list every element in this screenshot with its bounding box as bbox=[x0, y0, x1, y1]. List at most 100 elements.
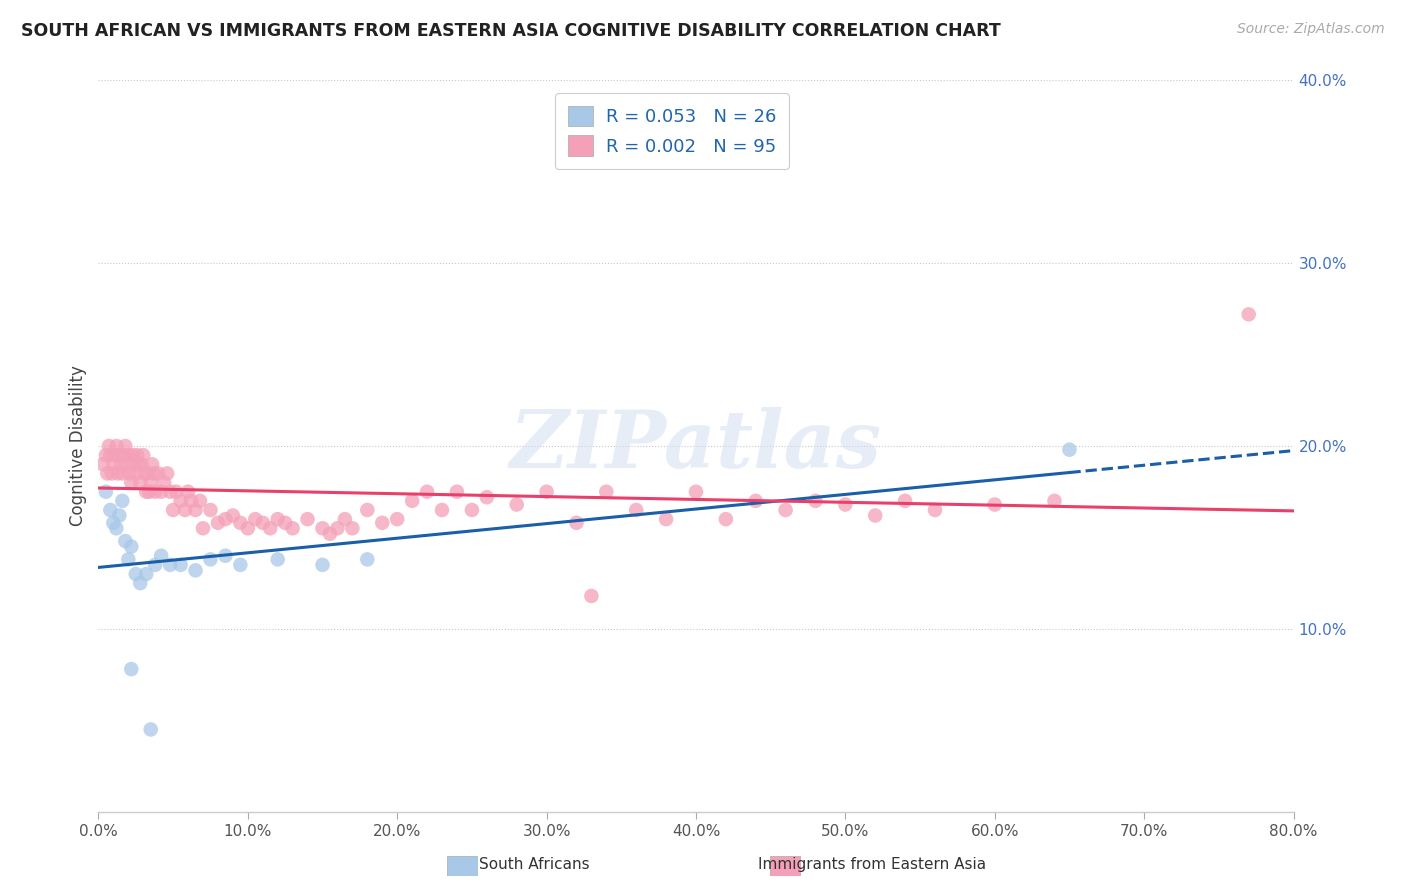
Point bbox=[159, 558, 181, 572]
Point bbox=[150, 549, 173, 563]
Point bbox=[281, 521, 304, 535]
Point bbox=[342, 521, 364, 535]
Point bbox=[107, 467, 129, 481]
Point bbox=[214, 549, 236, 563]
Point bbox=[430, 503, 453, 517]
Point bbox=[139, 723, 162, 737]
Point bbox=[148, 467, 170, 481]
Point bbox=[506, 498, 529, 512]
Point bbox=[385, 512, 409, 526]
Point bbox=[101, 467, 124, 481]
Point bbox=[111, 467, 134, 481]
Point bbox=[714, 512, 737, 526]
Point bbox=[475, 490, 498, 504]
Point bbox=[1237, 307, 1260, 321]
Point bbox=[1043, 494, 1066, 508]
Point bbox=[136, 467, 159, 481]
Point bbox=[581, 589, 603, 603]
Point bbox=[135, 484, 157, 499]
Point bbox=[191, 521, 214, 535]
Point bbox=[267, 552, 290, 566]
Point bbox=[108, 448, 131, 462]
Point bbox=[138, 484, 160, 499]
Point bbox=[142, 467, 165, 481]
Point bbox=[184, 503, 207, 517]
Point bbox=[104, 448, 127, 462]
Point bbox=[685, 484, 707, 499]
Point bbox=[153, 475, 176, 490]
Point bbox=[91, 457, 114, 471]
Point bbox=[245, 512, 267, 526]
Text: South Africans: South Africans bbox=[479, 857, 589, 872]
Point bbox=[110, 457, 132, 471]
Point bbox=[143, 484, 166, 499]
Point bbox=[108, 508, 131, 523]
Point bbox=[188, 494, 211, 508]
Point bbox=[96, 467, 118, 481]
Point bbox=[177, 484, 200, 499]
Point bbox=[311, 521, 333, 535]
Text: ZIPatlas: ZIPatlas bbox=[510, 408, 882, 484]
Point bbox=[371, 516, 394, 530]
Point bbox=[129, 475, 152, 490]
Text: Immigrants from Eastern Asia: Immigrants from Eastern Asia bbox=[758, 857, 986, 872]
Point bbox=[214, 512, 236, 526]
Point bbox=[207, 516, 229, 530]
Text: Source: ZipAtlas.com: Source: ZipAtlas.com bbox=[1237, 22, 1385, 37]
Point bbox=[98, 503, 122, 517]
Point bbox=[156, 467, 179, 481]
Point bbox=[775, 503, 797, 517]
Point bbox=[595, 484, 617, 499]
Point bbox=[401, 494, 423, 508]
Point bbox=[120, 475, 142, 490]
Text: SOUTH AFRICAN VS IMMIGRANTS FROM EASTERN ASIA COGNITIVE DISABILITY CORRELATION C: SOUTH AFRICAN VS IMMIGRANTS FROM EASTERN… bbox=[21, 22, 1001, 40]
Point bbox=[127, 448, 149, 462]
Point bbox=[112, 448, 135, 462]
Point bbox=[103, 457, 125, 471]
Point bbox=[124, 457, 146, 471]
Point bbox=[105, 439, 128, 453]
Point bbox=[274, 516, 297, 530]
Point bbox=[94, 484, 117, 499]
Point bbox=[626, 503, 648, 517]
Point bbox=[416, 484, 439, 499]
Point bbox=[834, 498, 856, 512]
Point bbox=[267, 512, 290, 526]
Point bbox=[114, 439, 136, 453]
Point bbox=[125, 567, 148, 582]
Point bbox=[252, 516, 274, 530]
Point bbox=[356, 552, 378, 566]
Point bbox=[132, 448, 155, 462]
Point bbox=[184, 563, 207, 577]
Point bbox=[169, 494, 191, 508]
Point bbox=[143, 558, 166, 572]
Point bbox=[326, 521, 349, 535]
Point bbox=[159, 484, 181, 499]
Point bbox=[924, 503, 946, 517]
Point bbox=[115, 457, 138, 471]
Point bbox=[114, 534, 136, 549]
Point bbox=[125, 467, 148, 481]
Point bbox=[236, 521, 259, 535]
Point bbox=[259, 521, 281, 535]
Point bbox=[118, 467, 141, 481]
Point bbox=[97, 439, 120, 453]
Point bbox=[356, 503, 378, 517]
Point bbox=[229, 516, 252, 530]
Point bbox=[111, 494, 134, 508]
Point bbox=[139, 475, 162, 490]
Point bbox=[150, 484, 173, 499]
Point bbox=[98, 448, 122, 462]
Point bbox=[655, 512, 678, 526]
Point bbox=[1059, 442, 1081, 457]
Point bbox=[120, 540, 142, 554]
Point bbox=[333, 512, 356, 526]
Point bbox=[804, 494, 827, 508]
Point bbox=[461, 503, 484, 517]
Point bbox=[745, 494, 768, 508]
Point bbox=[134, 467, 156, 481]
Point bbox=[311, 558, 333, 572]
Point bbox=[162, 503, 184, 517]
Point bbox=[222, 508, 245, 523]
Point bbox=[121, 448, 143, 462]
